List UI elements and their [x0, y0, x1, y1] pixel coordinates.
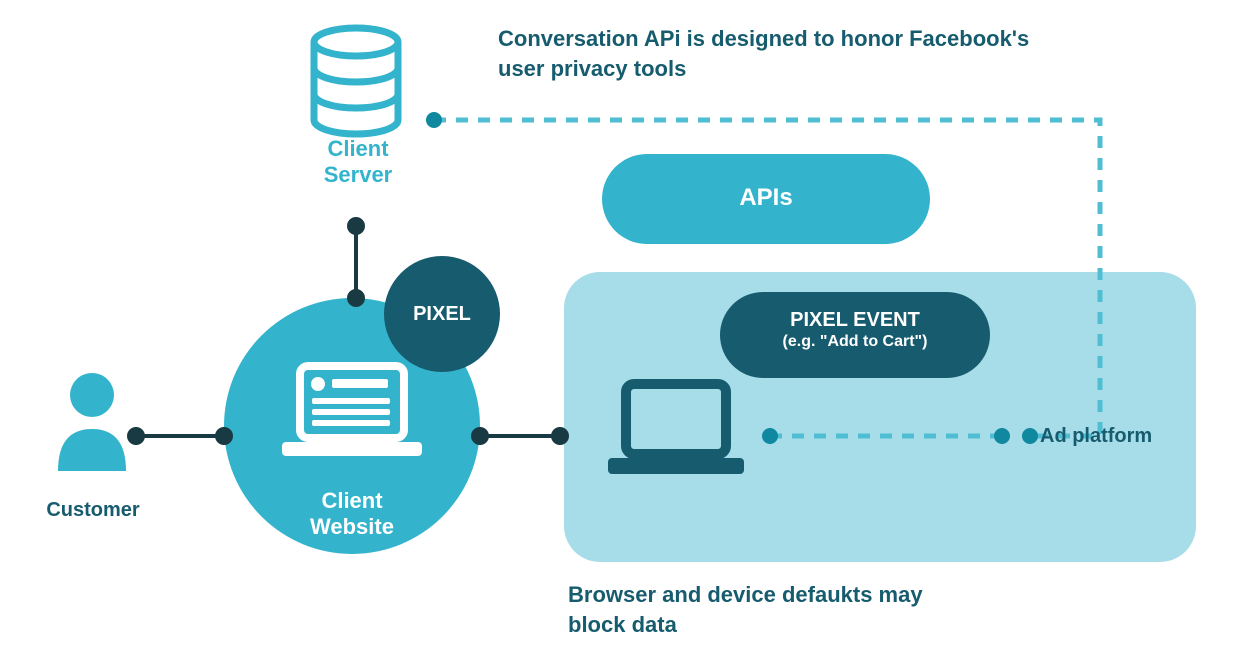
- client-website-label: Client Website: [302, 488, 402, 541]
- person-icon: [58, 373, 126, 471]
- dash-end-dot: [1022, 428, 1038, 444]
- dash-start-dot: [426, 112, 442, 128]
- apis-label: APIs: [602, 184, 930, 213]
- pixel-event-label: PIXEL EVENT (e.g. "Add to Cart"): [720, 308, 990, 351]
- ad-platform-label: Ad platform: [1040, 424, 1180, 448]
- pixel-event-sub: (e.g. "Add to Cart"): [720, 332, 990, 351]
- connector-dot: [127, 427, 145, 445]
- top-caption: Conversation APi is designed to honor Fa…: [498, 24, 1048, 83]
- diagram-canvas: [0, 0, 1234, 652]
- connector-dot: [215, 427, 233, 445]
- connector-dot: [347, 289, 365, 307]
- connector-dot: [551, 427, 569, 445]
- connector-dot: [347, 217, 365, 235]
- pixel-label: PIXEL: [392, 302, 492, 326]
- dash-inner-start-dot: [762, 428, 778, 444]
- laptop-icon: [282, 366, 422, 456]
- client-server-label: Client Server: [318, 136, 398, 189]
- customer-label: Customer: [38, 498, 148, 522]
- bottom-caption: Browser and device defaukts may block da…: [568, 580, 928, 639]
- connector-dot: [471, 427, 489, 445]
- dash-inner-end-dot: [994, 428, 1010, 444]
- pixel-event-title: PIXEL EVENT: [720, 308, 990, 332]
- database-icon: [314, 28, 398, 134]
